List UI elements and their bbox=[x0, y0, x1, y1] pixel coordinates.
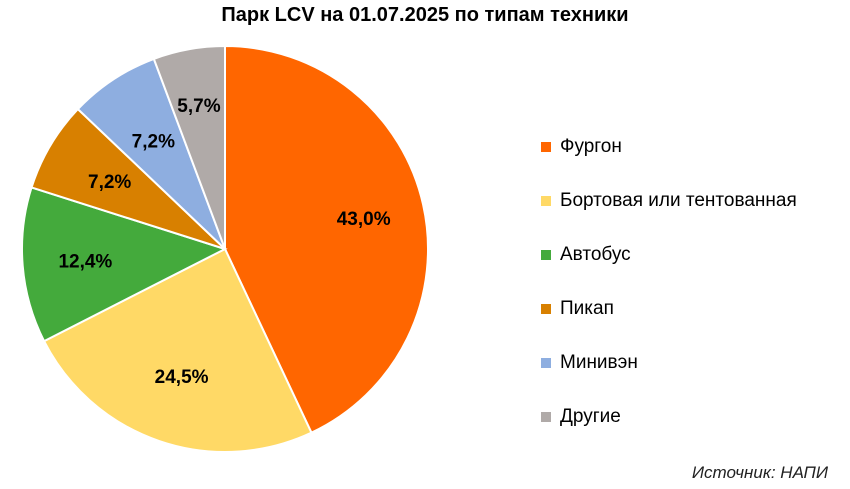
slice-value-label: 7,2% bbox=[88, 172, 131, 193]
slice-value-label: 24,5% bbox=[155, 367, 209, 388]
legend-swatch bbox=[541, 142, 551, 152]
legend-swatch bbox=[541, 250, 551, 260]
legend-swatch bbox=[541, 196, 551, 206]
slice-value-label: 5,7% bbox=[177, 96, 220, 117]
pie-slice-3 bbox=[21, 186, 228, 343]
legend-label: Другие bbox=[560, 406, 621, 427]
slice-value-label: 43,0% bbox=[337, 209, 391, 230]
legend-item: Автобус bbox=[541, 228, 797, 282]
legend-swatch bbox=[541, 358, 551, 368]
legend-label: Пикап bbox=[560, 298, 614, 319]
pie-slice-2 bbox=[42, 247, 313, 453]
pie-labels: 43,0%24,5%12,4%7,2%7,2%5,7% bbox=[58, 96, 390, 388]
legend-label: Автобус bbox=[560, 244, 631, 265]
chart-title: Парк LCV на 01.07.2025 по типам техники bbox=[221, 4, 629, 26]
legend-swatch bbox=[541, 412, 551, 422]
legend-label: Фургон bbox=[560, 136, 622, 157]
legend-item: Фургон bbox=[541, 120, 797, 174]
legend-item: Другие bbox=[541, 390, 797, 444]
legend-label: Бортовая или тентованная bbox=[560, 190, 797, 211]
slice-value-label: 12,4% bbox=[58, 251, 112, 272]
pie-slices bbox=[21, 44, 429, 453]
pie-slice-1 bbox=[224, 44, 429, 435]
legend-item: Минивэн bbox=[541, 336, 797, 390]
legend-item: Пикап bbox=[541, 282, 797, 336]
source-note: Источник: НАПИ bbox=[691, 463, 828, 482]
pie-slice-6 bbox=[152, 44, 226, 250]
legend: Фургон Бортовая или тентованная Автобус Пик… bbox=[541, 120, 797, 444]
slice-value-label: 7,2% bbox=[132, 132, 175, 153]
legend-item: Бортовая или тентованная bbox=[541, 174, 797, 228]
legend-label: Минивэн bbox=[560, 352, 638, 373]
legend-swatch bbox=[541, 304, 551, 314]
